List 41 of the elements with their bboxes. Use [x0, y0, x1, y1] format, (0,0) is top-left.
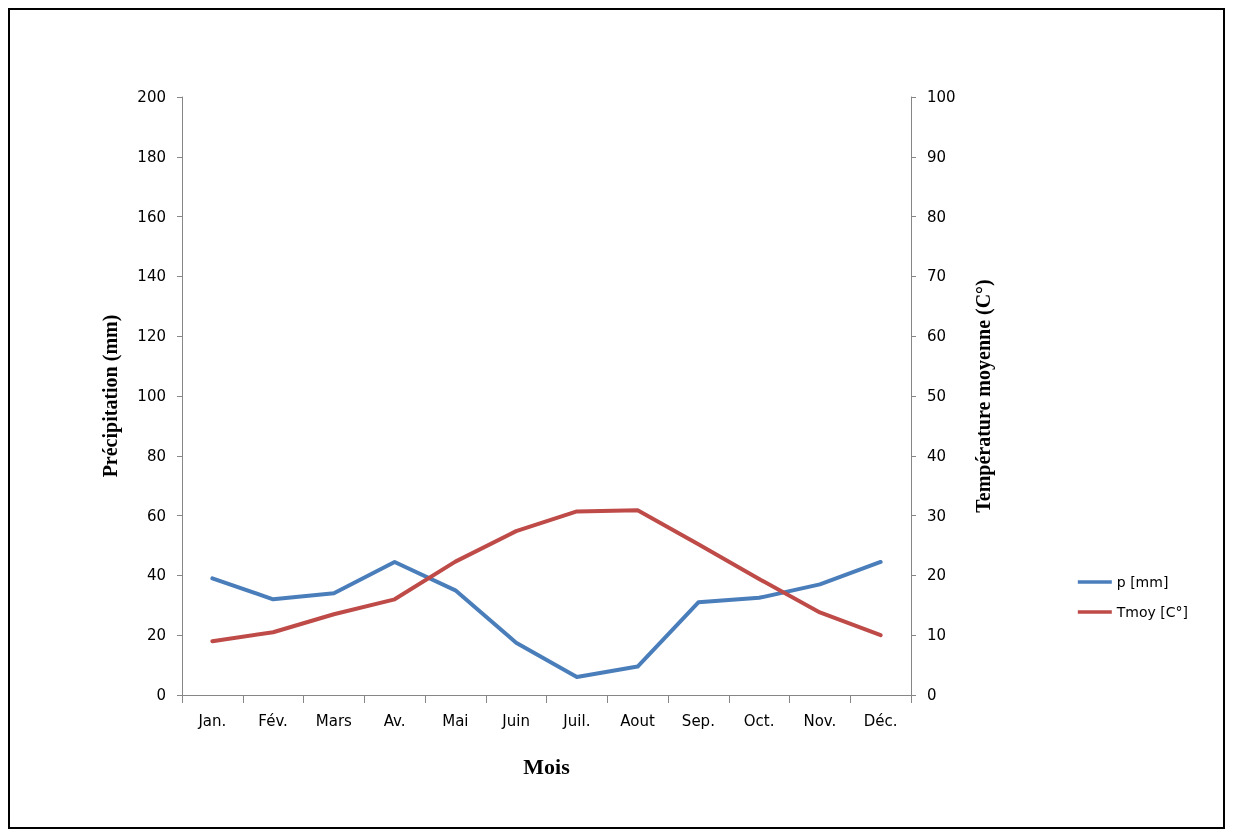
y2-tick-label: 70: [927, 267, 947, 286]
x-tick-label: Jan.: [197, 711, 227, 730]
y-tick-label: 60: [146, 506, 166, 525]
y-tick-label: 140: [137, 267, 166, 286]
y2-axis-title: Température moyenne (C°): [972, 279, 995, 513]
y-tick-label: 160: [137, 207, 166, 226]
y2-tick-label: 20: [927, 566, 947, 585]
x-tick-label: Juil.: [562, 711, 591, 730]
y2-tick-label: 50: [927, 387, 947, 405]
y2-tick-label: 100: [927, 88, 956, 106]
y-tick-label: 40: [146, 566, 166, 585]
y-tick-label: 20: [146, 626, 166, 645]
y2-tick-label: 30: [927, 506, 947, 525]
y2-tick-label: 0: [927, 686, 937, 704]
y-tick-label: 120: [137, 327, 166, 346]
x-tick-label: Fév.: [258, 711, 288, 730]
x-tick-label: Mai: [442, 711, 469, 730]
x-tick-label: Sep.: [681, 711, 715, 730]
x-axis-title: Mois: [523, 753, 571, 779]
y-tick-label: 80: [146, 446, 166, 465]
x-tick-label: Av.: [383, 711, 406, 730]
y-tick-label: 180: [137, 147, 166, 166]
y2-tick-label: 40: [927, 446, 947, 465]
x-tick-label: Aout: [620, 711, 656, 730]
y-tick-label: 200: [137, 88, 166, 106]
y2-tick-label: 90: [927, 147, 947, 166]
x-tick-label: Mars: [315, 711, 353, 730]
legend-label: Tmoy [C°]: [1115, 604, 1189, 620]
x-tick-label: Oct.: [743, 711, 775, 730]
y2-tick-label: 10: [927, 626, 947, 645]
line-series: [210, 559, 883, 680]
y-axis-title: Précipitation (mm): [99, 314, 122, 478]
x-tick-label: Déc.: [863, 711, 898, 730]
legend-label: p [mm]: [1116, 574, 1169, 590]
x-tick-label: Nov.: [803, 711, 837, 730]
y-tick-label: 0: [156, 686, 166, 704]
y2-tick-label: 80: [927, 207, 947, 226]
x-tick-label: Juin: [501, 711, 530, 730]
y-tick-label: 100: [137, 387, 166, 405]
y2-tick-label: 60: [927, 327, 947, 346]
line-series: [210, 508, 883, 644]
